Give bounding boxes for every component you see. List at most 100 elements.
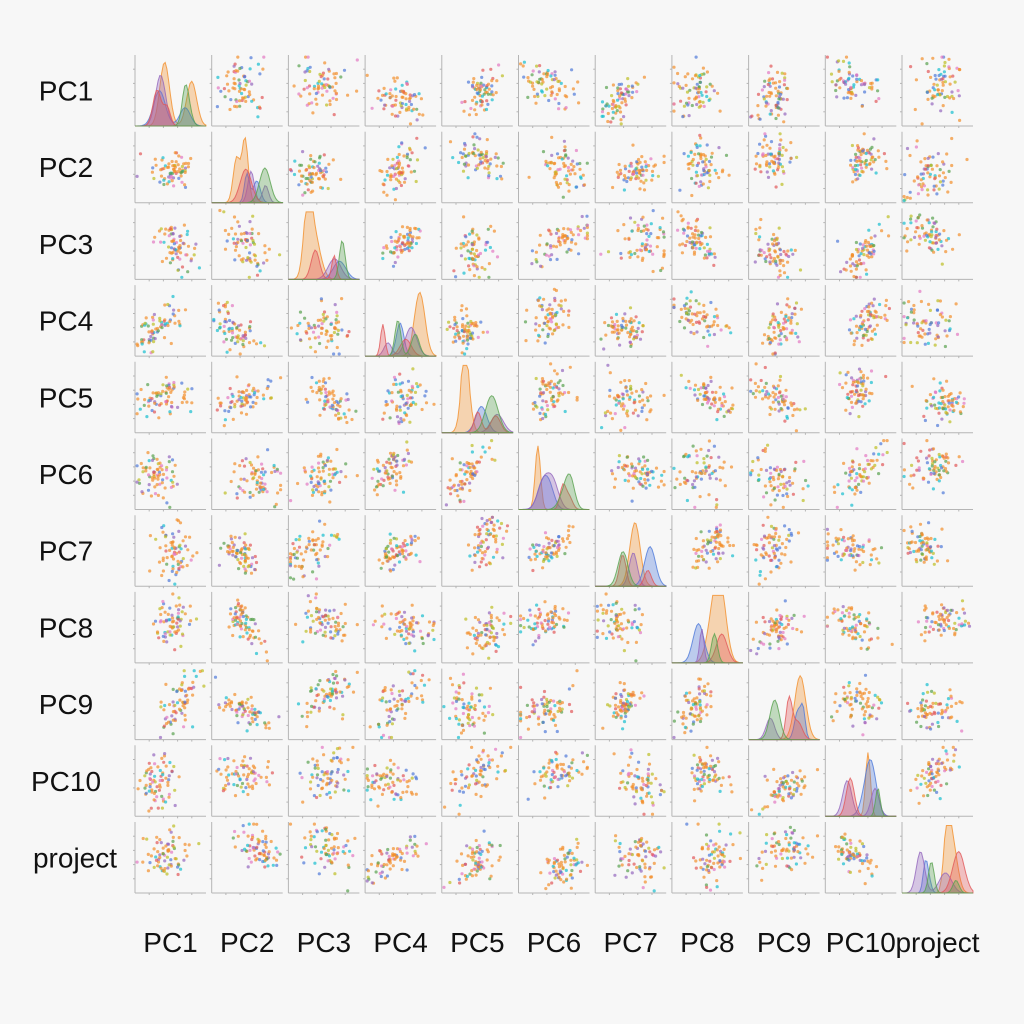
scatter-point <box>928 308 933 312</box>
scatter-point <box>710 324 714 328</box>
scatter-point <box>698 133 702 137</box>
scatter-point <box>421 113 425 117</box>
scatter-point <box>772 155 776 159</box>
scatter-point <box>394 94 398 99</box>
scatter-point <box>477 275 481 279</box>
scatter-point <box>950 110 954 114</box>
scatter-point <box>876 149 880 153</box>
scatter-point <box>710 84 714 88</box>
scatter-point <box>693 152 697 156</box>
scatter-point <box>403 247 407 251</box>
scatter-point <box>183 183 187 187</box>
scatter-point <box>938 381 942 385</box>
scatter-point <box>712 89 716 93</box>
scatter-point <box>532 87 536 91</box>
scatter-point <box>886 215 890 219</box>
scatter-point <box>935 192 939 196</box>
scatter-point <box>370 106 374 110</box>
scatter-point <box>902 221 906 225</box>
scatter-point <box>538 233 542 237</box>
scatter-point <box>545 404 550 408</box>
scatter-point <box>885 450 889 455</box>
scatter-point <box>902 468 907 472</box>
scatter-point <box>183 390 187 394</box>
scatter-point <box>782 403 787 407</box>
scatter-point <box>493 155 497 159</box>
scatter-point <box>465 314 469 318</box>
scatter-point <box>774 103 778 107</box>
scatter-point <box>402 418 406 422</box>
scatter-point <box>392 375 397 379</box>
scatter-point <box>681 217 685 221</box>
scatter-point <box>177 154 181 158</box>
scatter-point <box>759 467 763 472</box>
scatter-point <box>915 456 919 460</box>
scatter-point <box>701 182 705 186</box>
scatter-point <box>933 343 937 347</box>
scatter-point <box>933 221 937 225</box>
scatter-point <box>914 219 918 223</box>
scatter-point <box>346 93 350 97</box>
scatter-point <box>865 148 870 152</box>
scatter-point <box>248 259 252 263</box>
scatter-point <box>615 170 619 174</box>
scatter-point <box>688 299 692 303</box>
scatter-point <box>473 147 477 151</box>
scatter-point <box>757 238 761 242</box>
scatter-point <box>779 394 783 398</box>
scatter-point <box>236 237 240 241</box>
scatter-point <box>802 459 806 463</box>
scatter-point <box>698 247 702 251</box>
scatter-point <box>698 144 702 148</box>
scatter-point <box>313 350 317 354</box>
scatter-point <box>237 89 242 93</box>
scatter-point <box>754 162 759 166</box>
scatter-point <box>753 167 757 171</box>
scatter-point <box>465 464 469 468</box>
scatter-point <box>186 244 191 248</box>
scatter-point <box>928 175 932 179</box>
scatter-point <box>877 97 881 101</box>
scatter-point <box>691 232 695 236</box>
scatter-point <box>609 316 614 320</box>
scatter-point <box>902 301 906 305</box>
scatter-point <box>492 229 496 233</box>
scatter-point <box>796 335 800 339</box>
cell-pc4-vs-pc1 <box>133 285 206 359</box>
scatter-point <box>186 229 190 233</box>
scatter-point <box>332 393 336 398</box>
scatter-point <box>390 399 394 403</box>
scatter-point <box>178 543 182 547</box>
scatter-point <box>788 483 792 487</box>
scatter-point <box>252 476 256 480</box>
scatter-point <box>470 243 474 247</box>
scatter-point <box>660 266 665 270</box>
scatter-point <box>487 171 491 175</box>
scatter-point <box>935 164 939 168</box>
scatter-point <box>879 442 883 446</box>
scatter-point <box>859 370 863 374</box>
scatter-point <box>418 229 422 233</box>
scatter-point <box>685 311 689 315</box>
scatter-point <box>854 267 859 271</box>
scatter-point <box>689 290 693 294</box>
scatter-point <box>932 377 936 381</box>
cell-pc4-vs-pc2 <box>209 285 283 359</box>
scatter-point <box>193 246 197 250</box>
scatter-point <box>324 395 328 399</box>
scatter-point <box>865 163 869 167</box>
scatter-point <box>408 97 412 101</box>
scatter-point <box>849 163 853 167</box>
scatter-point <box>794 429 799 433</box>
scatter-point <box>916 331 920 335</box>
scatter-point <box>327 485 331 489</box>
scatter-point <box>694 181 698 185</box>
scatter-point <box>849 476 854 480</box>
scatter-point <box>180 265 185 269</box>
scatter-point <box>233 62 237 66</box>
scatter-point <box>343 415 348 419</box>
scatter-point <box>782 397 786 401</box>
scatter-point <box>629 344 633 348</box>
scatter-point <box>181 557 185 561</box>
scatter-point <box>537 324 542 328</box>
